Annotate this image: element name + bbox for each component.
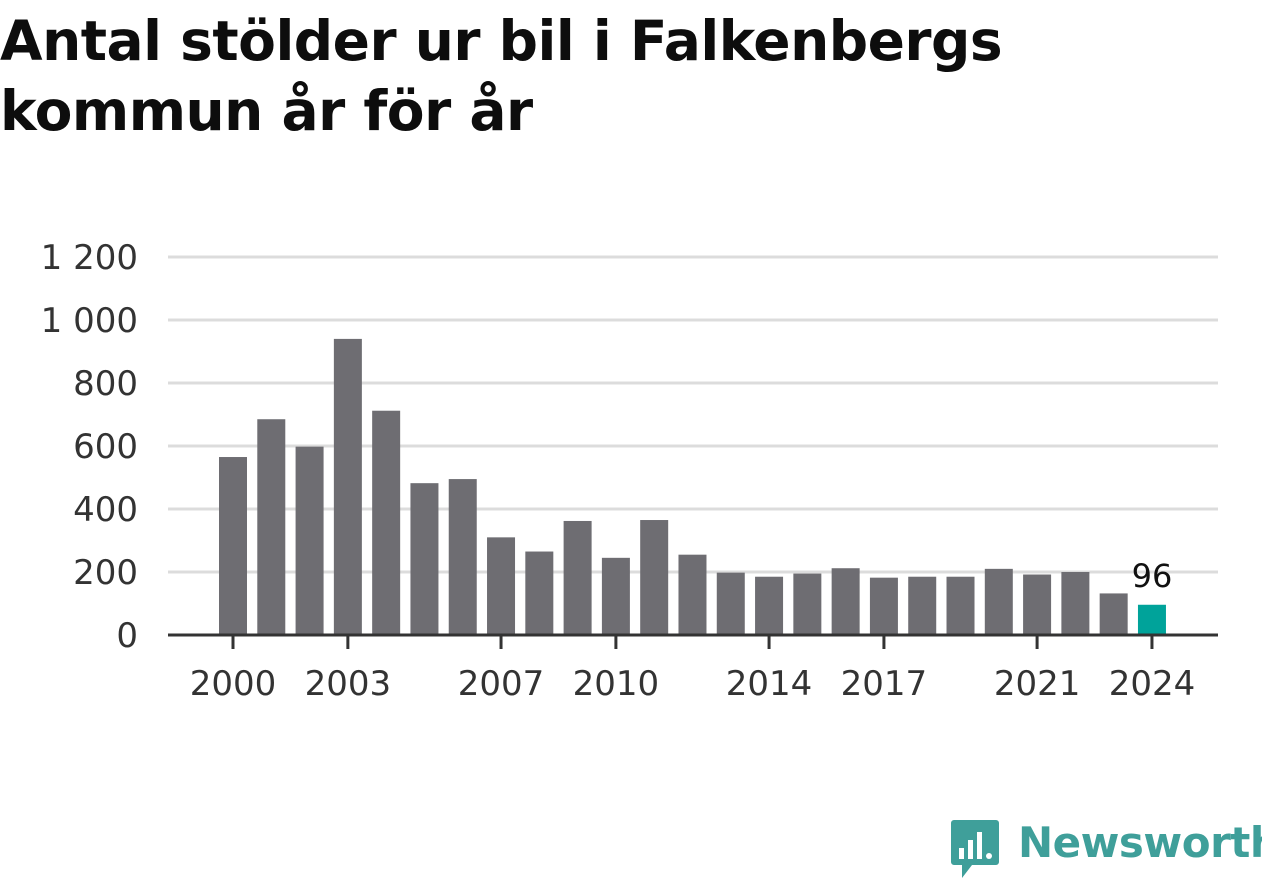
bar-2013 [716,572,745,635]
x-tick-label: 2007 [458,664,545,704]
bar-2011 [640,520,669,635]
bar-2010 [601,557,630,635]
x-tick-label: 2017 [841,664,928,704]
data-labels: 96 [1132,557,1173,595]
x-tick-label: 2000 [190,664,277,704]
brand-name: Newsworthy [1018,818,1262,867]
bar-2022 [1061,572,1090,635]
y-tick-label: 0 [116,616,138,656]
bar-2015 [793,573,822,635]
bar-2007 [487,537,516,635]
bar-2016 [831,568,860,635]
bar-2024 [1137,604,1166,635]
bar-chart-speech-bubble-icon [951,820,999,878]
bar-2008 [525,551,554,635]
bar-2019 [946,576,975,635]
bar-2006 [448,479,477,635]
bar-2003 [333,338,362,635]
data-label: 96 [1132,557,1173,595]
y-tick-label: 600 [73,427,138,467]
bar-2005 [410,483,439,635]
bar-2004 [372,410,401,635]
bar-2000 [219,457,247,635]
bar-2001 [257,419,286,635]
bar-2009 [563,520,592,635]
y-tick-label: 1 200 [41,238,138,278]
y-axis-tick-labels: 0 200 400 600 800 1 000 1 200 [41,238,138,656]
x-tick-label: 2014 [726,664,813,704]
bar-2020 [984,568,1013,635]
x-tick-label: 2021 [994,664,1081,704]
bar-2018 [908,576,937,635]
bars [219,338,1166,635]
bar-2023 [1099,593,1128,635]
chart-title: Antal stölder ur bil i Falkenbergs kommu… [0,9,1003,143]
bar-2021 [1023,574,1052,635]
x-axis-tick-labels: 2000 2003 2007 2010 2014 2017 2021 2024 [190,664,1195,704]
x-tick-label: 2010 [573,664,660,704]
x-tick-label: 2024 [1109,664,1196,704]
x-axis [168,633,1218,649]
newsworthy-brand: Newsworthy [950,818,1262,880]
y-tick-label: 1 000 [41,301,138,341]
x-tick-label: 2003 [305,664,392,704]
bar-2014 [755,576,784,635]
y-tick-label: 200 [73,553,138,593]
bar-2002 [295,446,324,635]
gridlines [168,255,1218,574]
y-tick-label: 800 [73,364,138,404]
bar-2012 [678,554,707,635]
bar-2017 [869,577,898,635]
y-tick-label: 400 [73,490,138,530]
